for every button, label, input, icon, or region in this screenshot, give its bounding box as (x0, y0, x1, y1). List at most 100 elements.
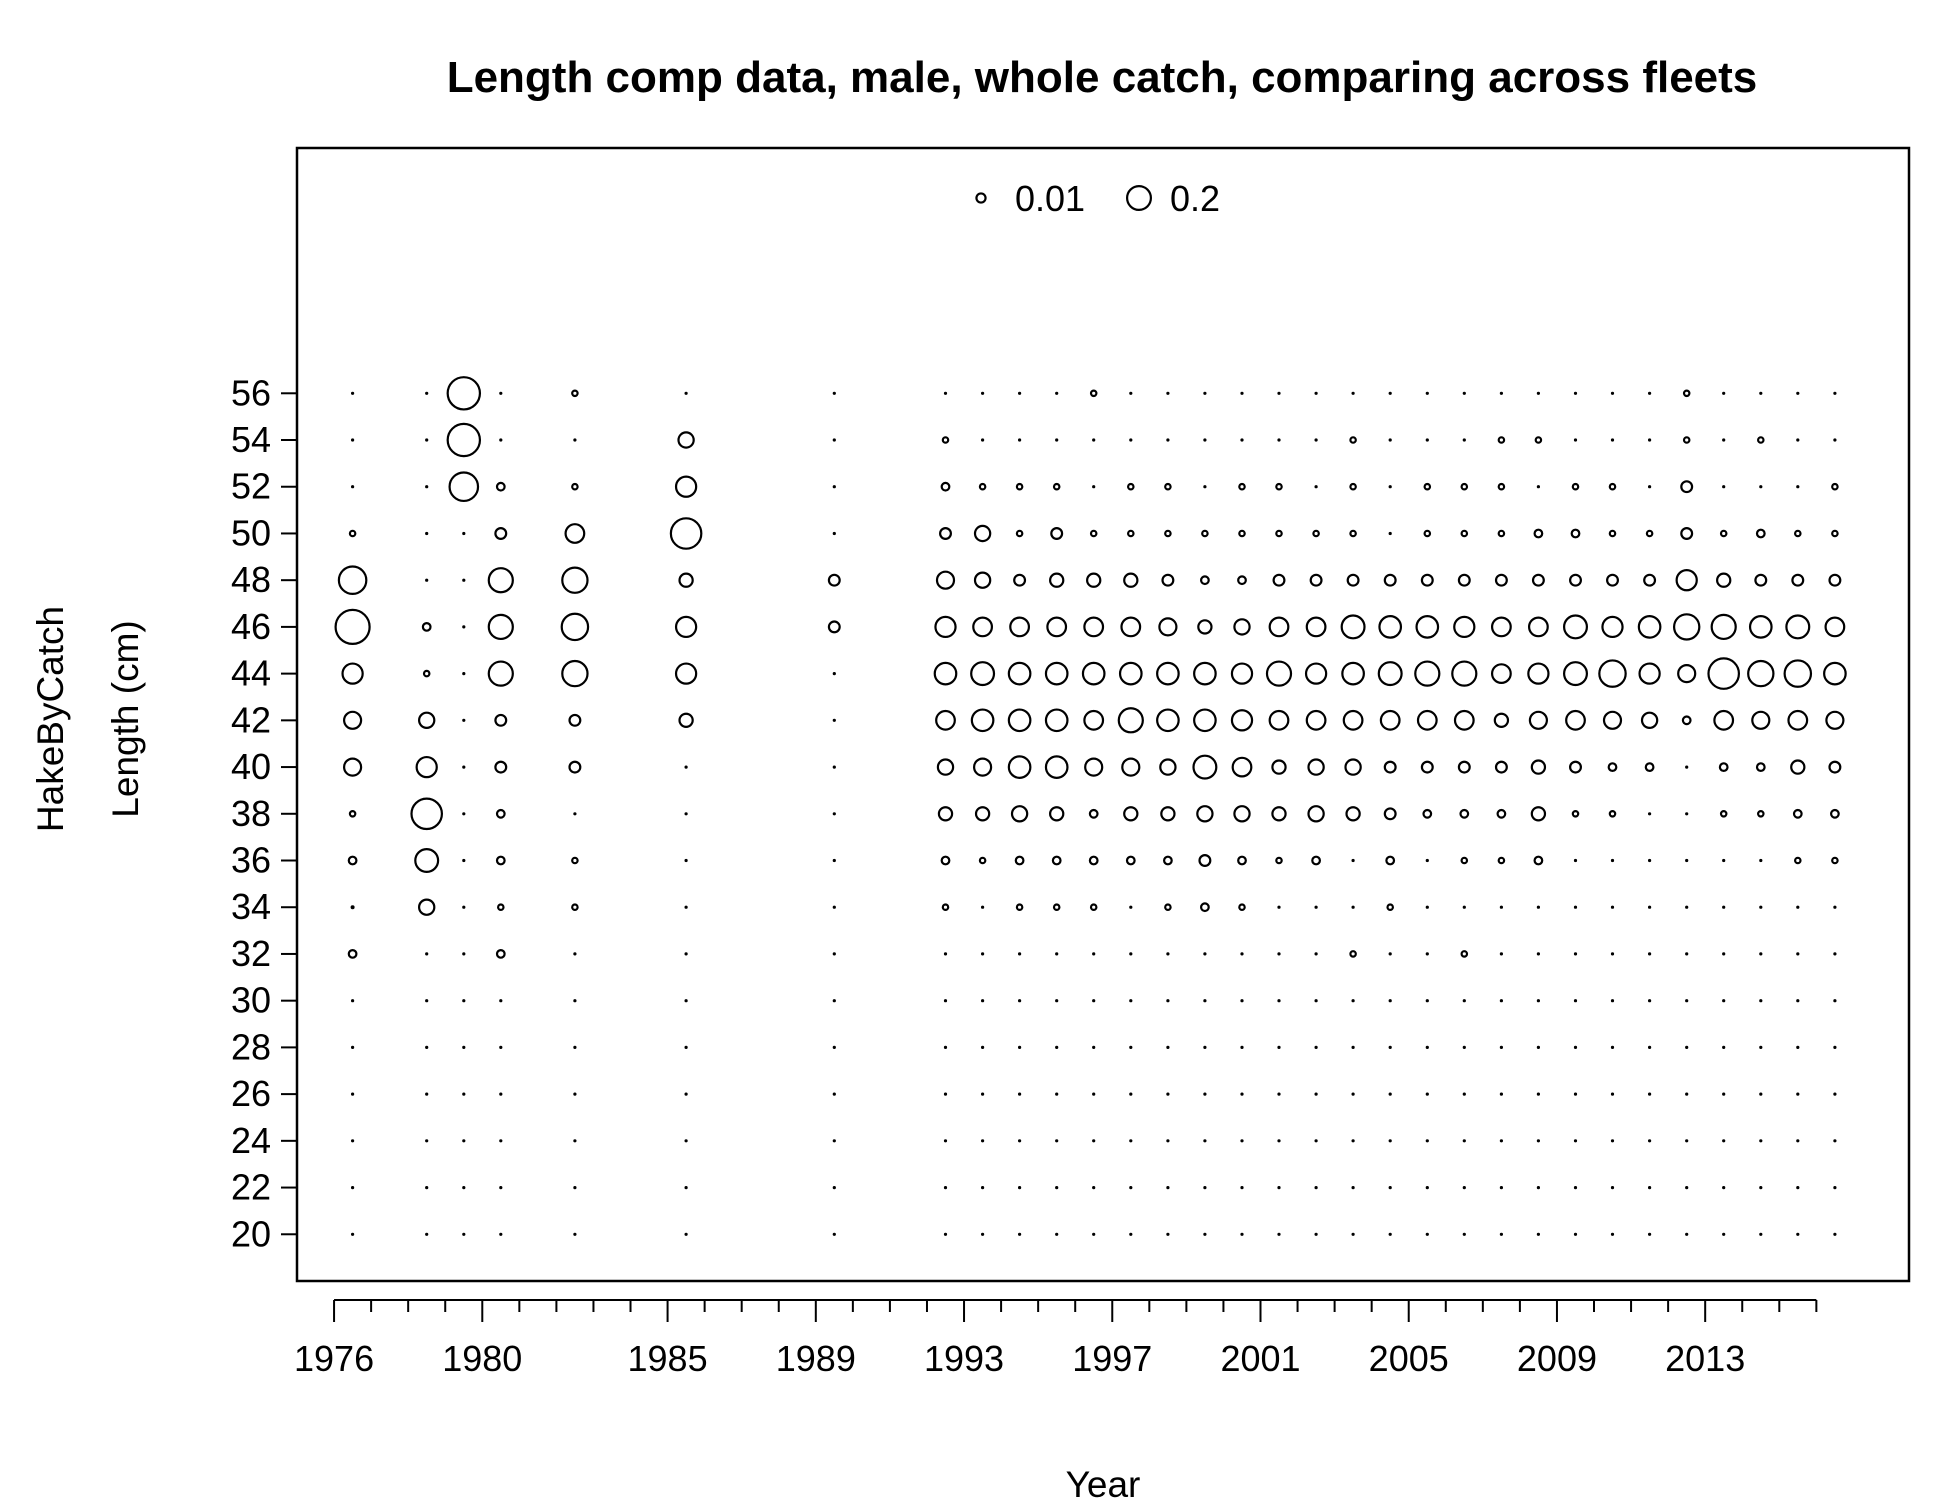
bubble (1192, 754, 1218, 780)
bubble (1388, 438, 1392, 442)
bubble (1203, 1139, 1207, 1143)
bubble (1346, 573, 1360, 587)
bubble (1497, 436, 1506, 444)
bubble (1457, 573, 1471, 587)
bubble (1462, 999, 1466, 1003)
bubble (1166, 952, 1170, 956)
bubble (1718, 762, 1729, 772)
bubble (1166, 1092, 1170, 1096)
y-tick-label: 22 (231, 1167, 271, 1208)
bubble (1647, 858, 1652, 863)
bubble (973, 571, 992, 589)
bubble (1460, 950, 1469, 958)
bubble (351, 1045, 355, 1049)
bubble (1707, 657, 1741, 690)
bubble (1530, 759, 1547, 775)
bubble (684, 952, 688, 956)
bubble (347, 855, 358, 866)
bubble (1129, 999, 1133, 1003)
bubble (1425, 438, 1429, 442)
bubble (1314, 952, 1318, 956)
bubble (571, 389, 579, 398)
bubble (1533, 528, 1544, 539)
bubble (832, 858, 836, 863)
bubble (684, 812, 688, 816)
bubble (1420, 760, 1434, 774)
bubble (1794, 856, 1802, 865)
bubble (1092, 438, 1096, 442)
bubble (832, 391, 836, 395)
bubble (1277, 1185, 1281, 1190)
bubble (1277, 1139, 1281, 1143)
bubble (1562, 614, 1588, 640)
bubble (1129, 1045, 1133, 1049)
bubble (1049, 572, 1065, 588)
bubble (1722, 485, 1726, 489)
bubble (1644, 762, 1655, 772)
bubble (1425, 1185, 1429, 1190)
bubble (425, 999, 429, 1003)
bubble (1351, 391, 1355, 395)
bubble (1305, 616, 1327, 638)
bubble (684, 1092, 688, 1096)
bubble (1824, 616, 1846, 638)
bubble (832, 531, 836, 536)
bubble (1304, 662, 1328, 685)
bubble (973, 524, 992, 543)
bubble (1536, 905, 1540, 909)
bubble (425, 1185, 429, 1190)
bubble (1017, 999, 1022, 1003)
bubble (568, 713, 582, 727)
bubble (1127, 482, 1135, 491)
bubble (494, 713, 508, 727)
bubble (1497, 856, 1506, 865)
bubble (972, 757, 993, 777)
bubble (1233, 805, 1251, 823)
bubble (1672, 613, 1701, 641)
bubble (1607, 762, 1618, 772)
bubble (1007, 708, 1032, 733)
bubble (1573, 1139, 1578, 1143)
bubble (1166, 391, 1170, 395)
y-tick-label: 30 (231, 980, 271, 1021)
bubble (425, 485, 429, 489)
bubble (1314, 905, 1318, 909)
bubble (1757, 436, 1765, 444)
bubble (1833, 1139, 1837, 1143)
bubble (1647, 1185, 1652, 1190)
bubble (1533, 855, 1544, 866)
y-tick-label: 42 (231, 699, 271, 740)
bubble (1828, 573, 1842, 587)
bubble (943, 1139, 948, 1143)
bubble (425, 391, 429, 395)
bubble (1647, 999, 1652, 1003)
bubble (943, 999, 948, 1003)
bubble (1277, 999, 1281, 1003)
bubble (351, 438, 355, 442)
bubble (1129, 391, 1133, 395)
bubble (351, 999, 355, 1003)
bubble (1084, 757, 1104, 777)
bubble (1460, 856, 1469, 865)
x-tick-label: 2009 (1517, 1338, 1597, 1379)
bubble (980, 1092, 985, 1096)
y-tick-label: 50 (231, 512, 271, 553)
bubble (1571, 482, 1580, 491)
bubble (1166, 1185, 1170, 1190)
bubble (1344, 758, 1362, 776)
bubble (832, 1139, 836, 1143)
bubble (1602, 710, 1623, 730)
bubble (1722, 391, 1726, 395)
bubble (1490, 616, 1512, 638)
bubble (1388, 999, 1392, 1003)
bubble (1796, 999, 1800, 1003)
bubble (832, 1092, 836, 1096)
bubble (1237, 575, 1247, 586)
bubble (980, 1139, 985, 1143)
bubble (1499, 952, 1503, 956)
bubble (1083, 709, 1105, 731)
bubble (499, 1045, 503, 1049)
bubble (1160, 806, 1176, 822)
y-tick-label: 48 (231, 559, 271, 600)
bubble (1453, 615, 1476, 639)
